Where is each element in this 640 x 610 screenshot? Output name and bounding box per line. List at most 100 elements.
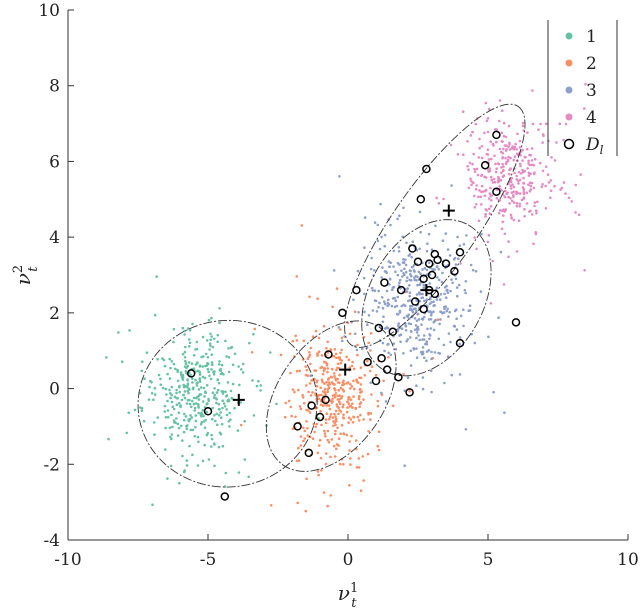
cluster-4-point xyxy=(562,181,566,184)
cluster-3-point xyxy=(418,283,422,287)
x-tick-label: 5 xyxy=(483,550,494,570)
cluster-4-point xyxy=(529,184,533,188)
cluster-1-point xyxy=(251,379,254,382)
cluster-1-point xyxy=(206,431,210,435)
cluster-1-point xyxy=(145,351,149,355)
cluster-3-point xyxy=(441,271,444,275)
cluster-3-point xyxy=(450,373,454,377)
legend-marker-3 xyxy=(565,86,573,94)
cluster-4-point xyxy=(480,190,483,194)
cluster-3-point xyxy=(387,260,391,263)
cluster-3-point xyxy=(408,308,412,312)
cluster-3-point xyxy=(404,263,408,267)
cluster-1-point xyxy=(183,396,187,400)
cluster-3-point xyxy=(446,355,450,359)
cluster-4-point xyxy=(477,219,481,223)
cluster-2-point xyxy=(306,357,310,361)
cluster-1-point xyxy=(184,359,187,363)
cluster-3-point xyxy=(479,290,483,293)
cluster-2-point xyxy=(358,387,362,391)
cluster-3-point xyxy=(352,298,355,302)
cluster-4-point xyxy=(495,128,498,131)
cluster-3-point xyxy=(432,328,436,332)
cluster-3-point xyxy=(439,318,442,321)
cluster-3-point xyxy=(433,304,437,307)
cluster-4-point xyxy=(521,121,525,125)
cluster-4-point xyxy=(466,164,469,168)
cluster-4-point xyxy=(562,138,565,142)
cluster-1-point xyxy=(213,393,216,397)
labeled-point xyxy=(422,164,431,174)
cluster-4-point xyxy=(435,196,439,200)
cluster-2-point xyxy=(337,406,340,410)
cluster-2-point xyxy=(323,360,326,364)
cluster-2-point xyxy=(351,360,354,364)
cluster-1-point xyxy=(196,361,199,364)
cluster-3-point xyxy=(388,265,391,269)
cluster-3-point xyxy=(434,224,437,228)
cluster-2-point xyxy=(352,416,356,419)
cluster-1-point xyxy=(221,406,224,410)
cluster-3-point xyxy=(373,269,376,272)
cluster-3-point xyxy=(441,239,445,242)
cluster-1-point xyxy=(233,352,237,356)
cluster-3-point xyxy=(400,304,404,308)
cluster-2-point xyxy=(325,347,328,350)
cluster-2-point xyxy=(323,432,327,435)
cluster-1-point xyxy=(231,382,235,386)
cluster-3-point xyxy=(415,279,418,282)
cluster-3-point xyxy=(439,293,443,296)
cluster-1-point xyxy=(230,345,234,349)
labeled-point xyxy=(455,248,465,257)
cluster-4-point xyxy=(470,179,473,183)
cluster-1-point xyxy=(206,361,209,365)
cluster-2-point xyxy=(362,398,365,401)
cluster-4-point xyxy=(553,159,557,162)
cluster-1-point xyxy=(156,416,159,419)
cluster-3-point xyxy=(473,341,477,345)
cluster-3-point xyxy=(404,270,408,274)
cluster-3-point xyxy=(397,322,401,325)
cluster-1-point xyxy=(212,396,216,399)
cluster-4-point xyxy=(488,167,492,170)
cluster-2-point xyxy=(354,406,358,410)
cluster-1-point xyxy=(198,393,202,396)
cluster-1-point xyxy=(189,428,193,432)
cluster-3-point xyxy=(448,310,451,314)
cluster-1-point xyxy=(191,453,194,457)
cluster-1-point xyxy=(214,419,217,423)
cluster-2-point xyxy=(308,295,311,299)
cluster-4-point xyxy=(521,159,524,162)
cluster-3-point xyxy=(363,292,366,296)
cluster-3-point xyxy=(416,328,420,332)
cluster-1-point xyxy=(170,433,174,436)
cluster-3-point xyxy=(415,319,419,323)
cluster-2-point xyxy=(311,437,315,441)
cluster-4-point xyxy=(480,173,484,177)
cluster-4-point xyxy=(500,189,503,192)
cluster-2-point xyxy=(290,414,294,418)
cluster-2-point xyxy=(313,430,316,434)
cluster-1-point xyxy=(170,360,174,363)
cluster-3-point xyxy=(363,310,366,314)
cluster-3-point xyxy=(387,342,390,346)
cluster-3-point xyxy=(409,364,413,367)
cluster-2-point xyxy=(329,455,332,459)
cluster-4-point xyxy=(485,119,489,123)
cluster-1-point xyxy=(203,443,206,447)
cluster-3-point xyxy=(418,210,422,214)
cluster-1-point xyxy=(139,406,142,409)
cluster-3-point xyxy=(416,312,420,316)
cluster-3-point xyxy=(377,305,380,309)
labeled-point xyxy=(424,259,434,268)
cluster-1-point xyxy=(195,384,199,387)
cluster-2-point xyxy=(436,318,440,322)
cluster-3-point xyxy=(386,301,390,305)
cluster-1-point xyxy=(191,387,195,391)
cluster-3-point xyxy=(402,206,405,210)
cluster-3-point xyxy=(409,349,413,353)
labeled-point xyxy=(416,195,426,204)
cluster-3-point xyxy=(411,240,415,243)
cluster-1-point xyxy=(209,344,212,348)
cluster-4-point xyxy=(518,146,522,149)
